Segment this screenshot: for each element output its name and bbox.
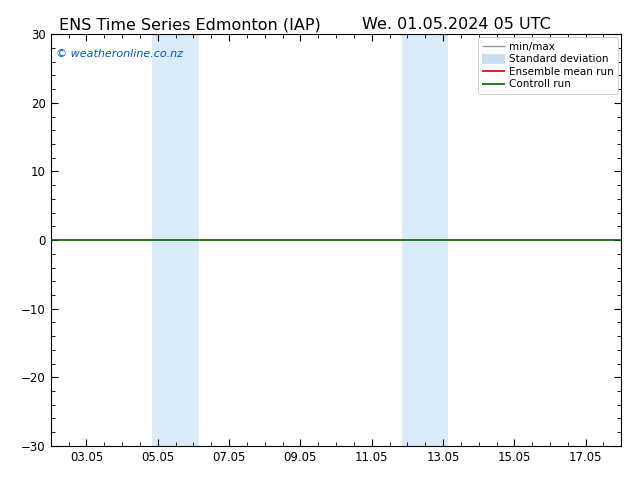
Bar	[152, 34, 198, 446]
Legend: min/max, Standard deviation, Ensemble mean run, Controll run: min/max, Standard deviation, Ensemble me…	[478, 37, 618, 94]
Bar	[402, 34, 448, 446]
Text: We. 01.05.2024 05 UTC: We. 01.05.2024 05 UTC	[362, 17, 551, 32]
Text: © weatheronline.co.nz: © weatheronline.co.nz	[56, 49, 183, 59]
Text: ENS Time Series Edmonton (IAP): ENS Time Series Edmonton (IAP)	[60, 17, 321, 32]
